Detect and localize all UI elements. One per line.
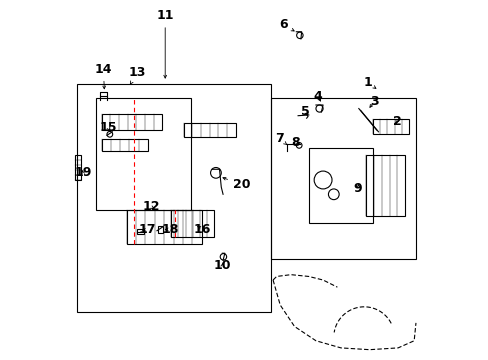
Text: 12: 12 xyxy=(142,200,159,213)
Text: 7: 7 xyxy=(275,132,286,145)
Bar xyxy=(171,210,214,237)
Bar xyxy=(372,119,408,134)
Bar xyxy=(183,123,235,137)
Text: 10: 10 xyxy=(213,259,231,272)
Text: 19: 19 xyxy=(74,166,92,179)
Text: 20: 20 xyxy=(223,177,250,191)
Bar xyxy=(102,114,162,130)
Text: 4: 4 xyxy=(313,90,322,103)
Bar xyxy=(126,210,201,244)
Text: 9: 9 xyxy=(353,183,362,195)
Text: 6: 6 xyxy=(278,18,294,31)
Bar xyxy=(158,226,163,233)
Bar xyxy=(96,98,190,210)
Text: 14: 14 xyxy=(95,63,112,89)
Bar xyxy=(77,84,271,312)
Bar xyxy=(365,155,405,216)
Bar xyxy=(137,229,143,234)
Text: 2: 2 xyxy=(392,114,401,127)
Text: 17: 17 xyxy=(138,223,156,236)
Text: 16: 16 xyxy=(194,223,211,236)
Text: 13: 13 xyxy=(128,66,146,85)
Text: 3: 3 xyxy=(369,95,378,108)
Bar xyxy=(308,148,372,223)
Bar xyxy=(102,139,148,152)
Bar xyxy=(75,155,81,180)
Text: 1: 1 xyxy=(363,76,375,89)
Text: 11: 11 xyxy=(156,9,174,78)
Text: 15: 15 xyxy=(99,121,117,134)
Text: 5: 5 xyxy=(300,104,309,118)
Bar xyxy=(271,98,415,258)
Text: 18: 18 xyxy=(161,223,179,236)
Text: 8: 8 xyxy=(291,136,299,149)
